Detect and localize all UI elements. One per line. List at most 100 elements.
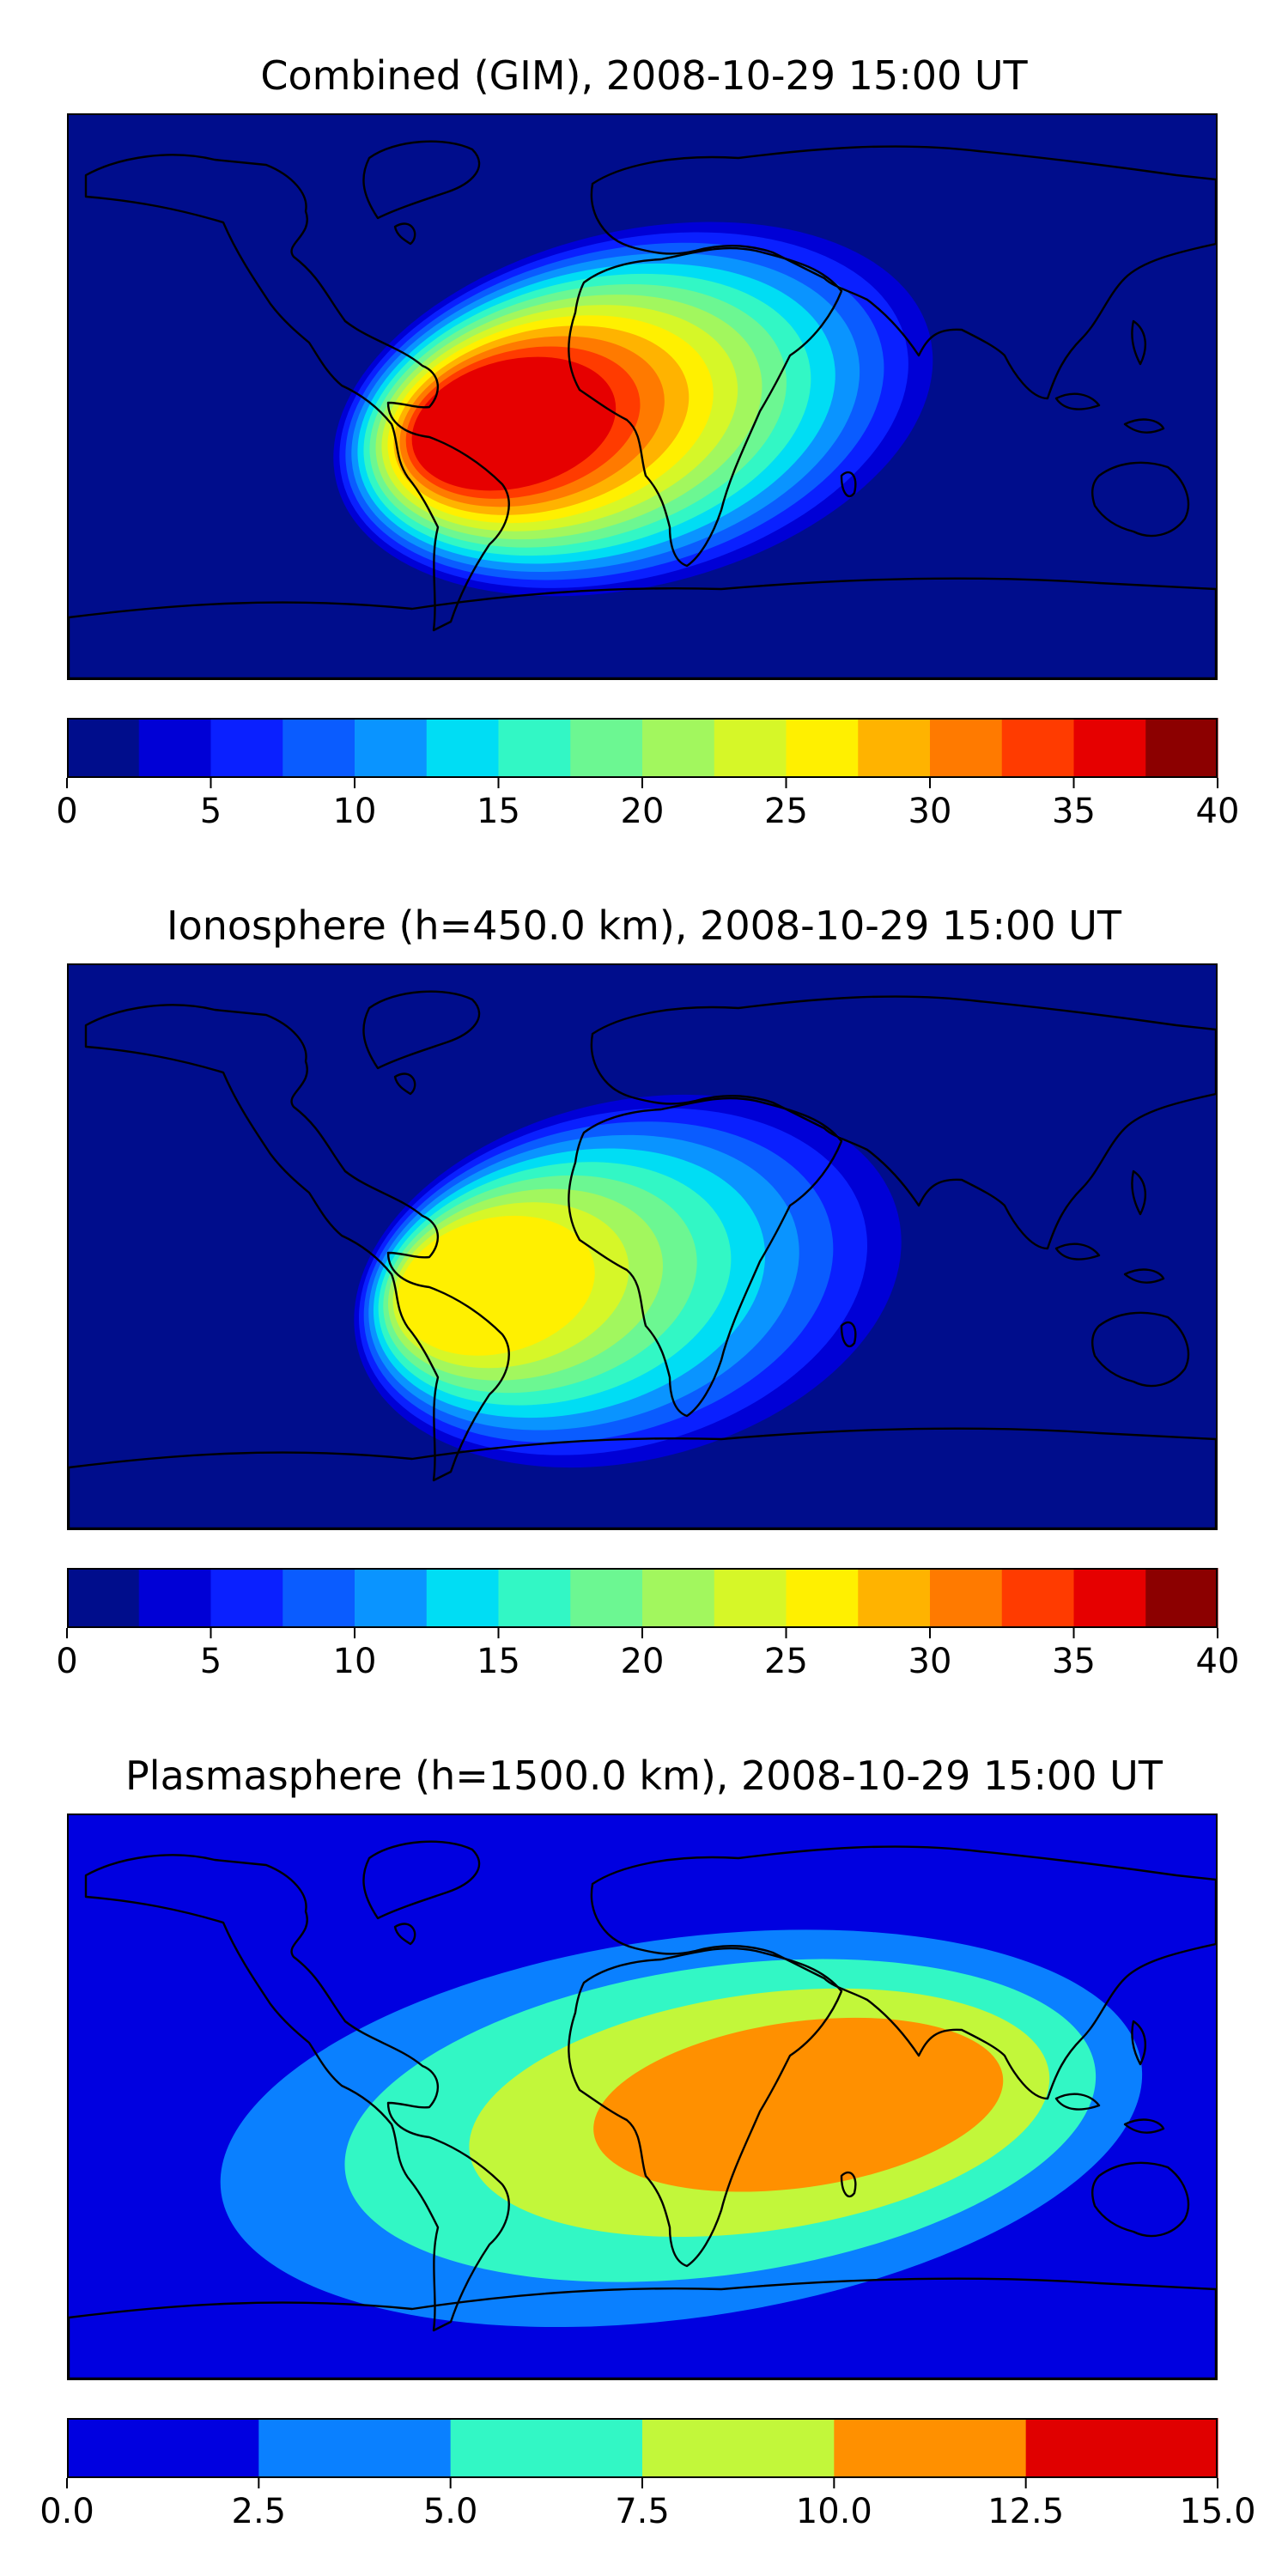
colorbar-segment — [426, 718, 500, 778]
coastline — [590, 1845, 1216, 2100]
colorbar-tick-label: 20 — [621, 1642, 665, 1681]
panel-ionosphere-map — [67, 963, 1218, 1530]
coastline — [84, 1004, 510, 1482]
colorbar-segment — [355, 718, 428, 778]
coastline — [1131, 2020, 1147, 2066]
coastline — [69, 577, 1216, 678]
contour-band — [411, 356, 617, 491]
coastline — [1054, 2093, 1101, 2111]
colorbar-segment — [283, 718, 355, 778]
colorbar-tick-label: 12.5 — [987, 2492, 1064, 2531]
colorbar-tick-label: 35 — [1052, 792, 1096, 831]
colorbar-segment — [930, 718, 1003, 778]
coastlines — [69, 990, 1216, 1528]
colorbar-segment — [210, 718, 283, 778]
panel-ionosphere-title: Ionosphere (h=450.0 km), 2008-10-29 15:0… — [167, 902, 1121, 949]
coastline — [590, 145, 1216, 400]
colorbar-segment — [570, 1568, 643, 1628]
coastlines — [69, 1840, 1216, 2379]
ionosphere-colorbar: 0 5 10 15 20 25 30 35 40 — [56, 1568, 1239, 1681]
colorbar-segment — [1001, 718, 1075, 778]
colorbar-segment — [138, 1568, 212, 1628]
colorbar-segment — [786, 718, 859, 778]
colorbar-tick-label: 30 — [908, 1642, 952, 1681]
colorbar-segment — [642, 2418, 835, 2478]
colorbar-segment — [1073, 1568, 1146, 1628]
combined-colorbar: 0 5 10 15 20 25 30 35 40 — [56, 718, 1239, 831]
colorbar-tick-label: 25 — [764, 792, 808, 831]
plasmasphere-colorbar: 0.0 2.5 5.0 7.5 10.0 12.5 15.0 — [39, 2418, 1256, 2531]
coastline — [1131, 319, 1147, 366]
contour-band — [593, 2017, 1004, 2192]
colorbar-tick-label: 10 — [333, 1642, 377, 1681]
colorbar-segment — [642, 718, 715, 778]
panel-plasmasphere-colorbar: 0.0 2.5 5.0 7.5 10.0 12.5 15.0 — [39, 2418, 1256, 2531]
colorbar-tick-label: 5 — [200, 1642, 222, 1681]
colorbar-tick-label: 10 — [333, 792, 377, 831]
coastline — [1123, 1268, 1165, 1284]
colorbar-tick-label: 10.0 — [796, 2492, 872, 2531]
panel-combined-map — [67, 113, 1218, 680]
colorbar-tick-label: 40 — [1196, 792, 1240, 831]
coastline — [69, 1427, 1216, 1528]
panel-ionosphere-colorbar: 0 5 10 15 20 25 30 35 40 — [56, 1568, 1239, 1681]
combined-tec-map — [69, 115, 1216, 678]
coastline — [1091, 461, 1190, 538]
colorbar-segment — [210, 1568, 283, 1628]
coastline — [393, 1923, 416, 1946]
colorbar-tick-label: 0.0 — [39, 2492, 94, 2531]
coastline — [568, 1947, 843, 2268]
colorbar-tick-label: 30 — [908, 792, 952, 831]
colorbar-segment — [1025, 2418, 1218, 2478]
coastline — [69, 2277, 1216, 2379]
colorbar-segment — [498, 718, 571, 778]
colorbar-segment — [1001, 1568, 1075, 1628]
panel-combined-title: Combined (GIM), 2008-10-29 15:00 UT — [260, 52, 1028, 99]
coastline — [1123, 418, 1165, 434]
colorbar-segment — [714, 718, 787, 778]
colorbar-tick-label: 5.0 — [423, 2492, 478, 2531]
coastline — [1054, 1242, 1101, 1261]
coastline — [840, 1321, 857, 1348]
colorbar-segment — [1145, 718, 1218, 778]
colorbar-segment — [930, 1568, 1003, 1628]
colorbar-tick-label: 15 — [477, 1642, 520, 1681]
colorbar-segment — [283, 1568, 355, 1628]
colorbar-segment — [450, 2418, 643, 2478]
coastline — [568, 246, 843, 568]
coastline — [1131, 1170, 1147, 1216]
colorbar-segment — [67, 1568, 140, 1628]
colorbar-segment — [786, 1568, 859, 1628]
colorbar-segment — [67, 2418, 259, 2478]
colorbar-tick-label: 25 — [764, 1642, 808, 1681]
ionosphere-tec-map — [69, 965, 1216, 1528]
coastline — [393, 222, 416, 246]
colorbar-segment — [498, 1568, 571, 1628]
colorbar-segment — [642, 1568, 715, 1628]
colorbar-tick-label: 40 — [1196, 1642, 1240, 1681]
colorbar-frame — [67, 1568, 1218, 1628]
coastline — [84, 154, 510, 632]
panel-plasmasphere-map — [67, 1814, 1218, 2380]
coastline — [840, 471, 857, 498]
colorbar-tick-label: 5 — [200, 792, 222, 831]
coastline — [590, 995, 1216, 1250]
colorbar-tick-label: 15.0 — [1179, 2492, 1255, 2531]
colorbar-segment — [1073, 718, 1146, 778]
coastline — [1091, 1311, 1190, 1388]
colorbar-segment — [858, 718, 931, 778]
coastline — [568, 1097, 843, 1418]
coastline — [362, 990, 481, 1070]
plasmasphere-tec-map — [69, 1815, 1216, 2379]
coastline — [1091, 2161, 1190, 2238]
colorbar-segment — [67, 718, 140, 778]
colorbar-segment — [1145, 1568, 1218, 1628]
panel-plasmasphere-title: Plasmasphere (h=1500.0 km), 2008-10-29 1… — [125, 1753, 1163, 1799]
coastline — [840, 2171, 857, 2198]
coastline — [84, 1854, 510, 2332]
colorbar-tick-label: 0 — [56, 1642, 77, 1681]
colorbar-segment — [258, 2418, 452, 2478]
colorbar-segment — [426, 1568, 500, 1628]
coastline — [1123, 2118, 1165, 2134]
colorbar-tick-label: 15 — [477, 792, 520, 831]
